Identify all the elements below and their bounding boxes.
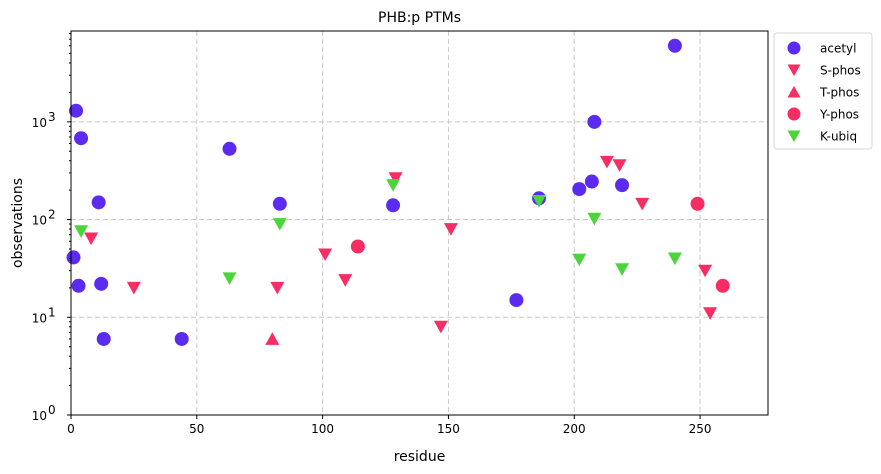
legend-marker [787, 130, 801, 143]
legend-label: Y-phos [819, 108, 859, 122]
data-point [126, 281, 141, 295]
data-point [532, 195, 547, 208]
legend-label: acetyl [820, 42, 856, 56]
legend-marker [787, 41, 801, 55]
data-point [96, 331, 111, 346]
data-point [386, 179, 401, 192]
data-point [703, 307, 718, 320]
data-point [71, 278, 86, 293]
data-point [667, 252, 682, 266]
data-point [690, 196, 705, 211]
data-point [572, 253, 587, 267]
data-point [270, 281, 285, 295]
x-axis-ticks: 0 50 100 150 200 250 [67, 415, 712, 436]
data-point [94, 276, 109, 291]
data-point [386, 198, 401, 213]
data-point [587, 114, 602, 129]
grid-lines [71, 31, 768, 415]
data-point [350, 239, 365, 254]
series-t-phos-points [265, 332, 280, 345]
data-point [222, 141, 237, 156]
data-point [715, 278, 730, 293]
series-acetyl-points [66, 38, 682, 346]
data-point [66, 250, 81, 265]
x-tick-label: 200 [563, 422, 586, 436]
chart-title: PHB:p PTMs [378, 10, 461, 26]
x-axis-label: residue [394, 449, 446, 465]
data-point [84, 232, 99, 246]
data-point [174, 331, 189, 346]
data-point [388, 172, 403, 185]
data-point [222, 272, 237, 286]
data-point [74, 225, 89, 238]
data-point [265, 332, 280, 345]
series-y-phos-points [350, 196, 730, 293]
data-point [667, 38, 682, 53]
data-point [584, 174, 599, 189]
data-point [69, 103, 84, 118]
series-s-phos-points [84, 155, 718, 334]
x-tick-label: 250 [689, 422, 712, 436]
x-tick-label: 100 [311, 422, 334, 436]
data-point [587, 212, 602, 226]
legend-box [773, 32, 873, 150]
legend-label: K-ubiq [820, 130, 857, 144]
x-tick-label: 50 [189, 422, 204, 436]
legend-label: T-phos [819, 86, 859, 100]
data-points [66, 38, 730, 346]
y-tick-exponent: 0 [48, 403, 56, 417]
legend: acetyl S-phos T-phos Y-phos K-ubiq [773, 32, 873, 150]
y-tick-label: 10 [32, 116, 47, 130]
data-point [615, 178, 630, 193]
y-tick-exponent: 2 [48, 208, 56, 222]
data-point [433, 320, 448, 334]
y-tick-label: 10 [32, 409, 47, 423]
data-point [509, 293, 524, 308]
legend-label: S-phos [820, 64, 861, 78]
data-point [338, 274, 353, 287]
y-tick-label: 10 [32, 311, 47, 325]
data-point [74, 131, 89, 146]
data-point [599, 155, 614, 169]
data-point [572, 182, 587, 197]
y-tick-label: 10 [32, 214, 47, 228]
data-point [443, 223, 458, 236]
data-point [635, 197, 650, 211]
y-axis-label: observations [10, 178, 26, 268]
data-point [272, 218, 287, 231]
x-tick-label: 150 [437, 422, 460, 436]
y-tick-exponent: 3 [48, 110, 56, 124]
y-tick-exponent: 1 [48, 305, 56, 319]
legend-marker [787, 107, 801, 121]
data-point [91, 195, 106, 210]
data-point [612, 159, 627, 172]
legend-marker [787, 85, 801, 98]
plot-frame [70, 30, 769, 416]
data-point [698, 264, 713, 278]
data-point [615, 263, 630, 276]
x-tick-label: 0 [67, 422, 75, 436]
data-point [272, 196, 287, 211]
legend-marker [787, 64, 801, 77]
data-point [318, 248, 333, 262]
series-k-ubiq-points [74, 179, 682, 286]
